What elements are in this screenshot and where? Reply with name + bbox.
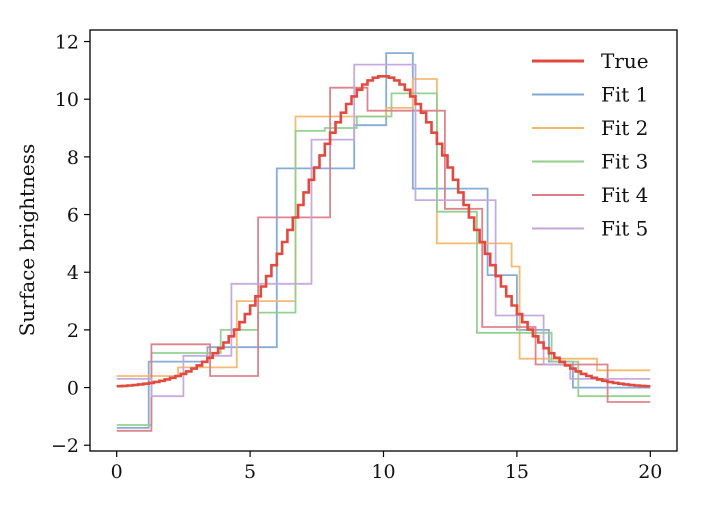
series-4-line <box>116 86 651 432</box>
x-tick-label: 15 <box>505 461 529 483</box>
x-tick-label: 10 <box>371 461 395 483</box>
y-tick-label: 2 <box>67 320 79 342</box>
y-tick-label: 10 <box>55 89 79 111</box>
legend-label-2: Fit 1 <box>601 83 648 107</box>
x-tick-label: 0 <box>111 461 123 483</box>
y-tick-label: 4 <box>67 262 79 284</box>
y-tick-label: 0 <box>67 378 79 400</box>
legend-label-1: True <box>601 49 649 73</box>
legend: True Fit 1 Fit 2 Fit 3 Fit 4 Fit 5 <box>532 49 649 241</box>
y-tick-label: 6 <box>67 205 79 227</box>
legend-label-3: Fit 2 <box>601 116 648 140</box>
y-axis-label: Surface brightness <box>15 144 39 337</box>
legend-label-5: Fit 4 <box>601 183 648 207</box>
axis-ticks: 0 5 10 15 20 −2 0 2 4 6 8 10 12 <box>51 32 662 483</box>
y-tick-label: 8 <box>67 147 79 169</box>
series-5-line <box>116 63 651 398</box>
plot-series-group <box>116 52 651 432</box>
series-1-line <box>116 52 651 429</box>
y-tick-label: 12 <box>55 32 79 54</box>
legend-label-4: Fit 3 <box>601 150 648 174</box>
y-tick-label: −2 <box>51 435 79 457</box>
true-line <box>116 75 651 388</box>
x-tick-label: 5 <box>244 461 256 483</box>
x-tick-label: 20 <box>638 461 662 483</box>
legend-label-6: Fit 5 <box>601 217 648 241</box>
